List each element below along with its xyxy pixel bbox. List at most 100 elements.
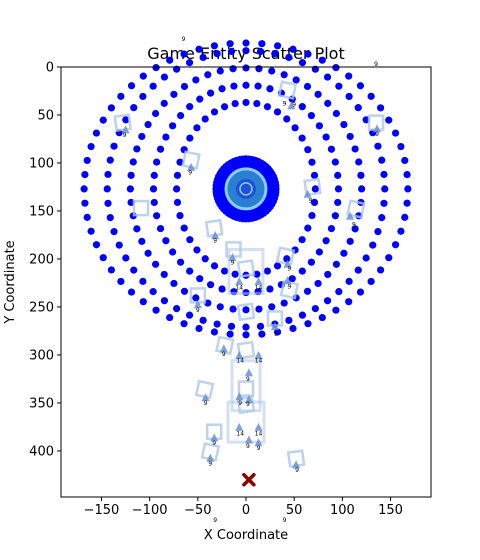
data-point-inner: [310, 198, 319, 207]
data-point-outer_c: [210, 42, 219, 50]
data-point-outer_b: [110, 142, 118, 150]
plot-area: [80, 39, 412, 487]
entity-triangle: [283, 259, 292, 268]
data-point-outer_a: [357, 171, 365, 179]
x-axis-label: X Coordinate: [204, 528, 288, 543]
data-point-middle: [196, 95, 204, 103]
data-point-outer_c: [397, 142, 405, 151]
data-point-outer_c: [127, 82, 136, 90]
data-point-outer_c: [210, 328, 219, 336]
entity-triangle: [219, 344, 228, 353]
data-point-inner: [201, 255, 209, 263]
data-point-middle: [315, 248, 323, 256]
data-point-outer_b: [242, 323, 250, 331]
entity-box: [236, 259, 256, 278]
data-point-outer_b: [227, 47, 236, 56]
data-point-inner: [186, 236, 194, 244]
data-point-outer_c: [166, 313, 174, 322]
data-point-outer_c: [376, 104, 385, 112]
data-point-outer_b: [369, 241, 377, 249]
data-point-outer_c: [92, 129, 101, 137]
data-point-outer_c: [152, 306, 160, 314]
data-point-middle: [315, 122, 323, 130]
data-point-outer_a: [358, 185, 366, 193]
data-label: 14: [255, 431, 263, 438]
data-point-outer_c: [332, 63, 340, 72]
data-point-outer_b: [380, 199, 388, 207]
data-point-middle: [156, 145, 165, 153]
data-point-outer_a: [303, 82, 312, 91]
x-tick-label: −100: [132, 503, 168, 518]
y-tick-label: 300: [29, 348, 54, 363]
data-point-outer_a: [152, 260, 160, 268]
data-point-outer_b: [160, 297, 169, 305]
entity-triangle: [187, 162, 196, 171]
data-point-outer_c: [242, 331, 250, 339]
data-point-inner: [298, 236, 306, 244]
data-point-inner: [173, 171, 182, 179]
data-point-outer_b: [345, 92, 353, 101]
data-point-outer_b: [106, 214, 114, 222]
data-point-outer_b: [380, 170, 388, 179]
entity-triangle: [254, 350, 263, 359]
data-point-middle: [150, 171, 158, 179]
data-point-inner: [210, 108, 219, 116]
entity-triangle: [254, 277, 263, 286]
data-point-outer_a: [346, 237, 354, 245]
x-tick-label: 0: [242, 503, 250, 518]
data-label: 14: [236, 358, 244, 365]
data-point-middle: [331, 212, 339, 220]
data-label: 9: [123, 132, 127, 139]
data-point-middle: [162, 133, 170, 141]
x-tick-label: −50: [184, 503, 211, 518]
data-label: 9: [352, 221, 356, 228]
data-point-outer_c: [273, 42, 282, 50]
data-point-outer_b: [122, 254, 130, 262]
entity-box: [194, 379, 215, 400]
data-label: 9: [295, 467, 299, 474]
y-tick-label: 200: [29, 252, 54, 267]
data-point-middle: [153, 212, 161, 220]
data-point-outer_b: [213, 320, 221, 328]
data-point-outer_a: [255, 65, 263, 73]
x-tick-label: −150: [84, 503, 120, 518]
data-point-outer_b: [335, 82, 343, 90]
x-axis: −150 −100 −50 0 50 100 150: [84, 497, 403, 518]
entity-triangle: [193, 300, 202, 309]
data-point-outer_b: [256, 322, 265, 330]
entity-triangle: [210, 433, 219, 442]
data-point-outer_b: [103, 185, 111, 193]
data-point-outer_a: [160, 99, 168, 107]
data-point-middle: [186, 103, 194, 111]
data-point-inner: [263, 267, 272, 275]
data-point-middle: [169, 122, 177, 130]
entity-triangle: [346, 211, 355, 220]
data-point-inner: [291, 124, 299, 132]
data-point-outer_b: [115, 241, 123, 249]
data-label: 9: [246, 443, 250, 450]
data-point-outer_c: [258, 40, 266, 48]
data-point-outer_b: [378, 156, 386, 164]
data-label: 9: [375, 131, 379, 138]
data-point-outer_c: [226, 40, 234, 48]
entity-triangle: [201, 393, 210, 402]
data-point-middle: [298, 103, 306, 111]
data-point-outer_b: [173, 304, 181, 313]
entity-triangle: [287, 101, 296, 110]
data-point-outer_b: [185, 311, 194, 319]
data-point-inner: [242, 98, 250, 107]
data-point-outer_c: [99, 116, 107, 124]
data-label: 9: [231, 260, 235, 267]
data-point-outer_b: [323, 73, 332, 81]
data-point-inner: [253, 270, 261, 278]
data-point-outer_b: [130, 104, 138, 112]
data-point-outer_c: [117, 92, 125, 100]
entity-triangle: [373, 124, 382, 133]
data-point-outer_a: [303, 287, 312, 295]
y-tick-label: 0: [46, 61, 54, 76]
data-point-outer_b: [139, 277, 147, 285]
data-point-outer_c: [80, 185, 88, 193]
data-point-middle: [288, 275, 296, 283]
data-label: 9: [246, 376, 250, 383]
data-label: 9: [287, 284, 291, 291]
